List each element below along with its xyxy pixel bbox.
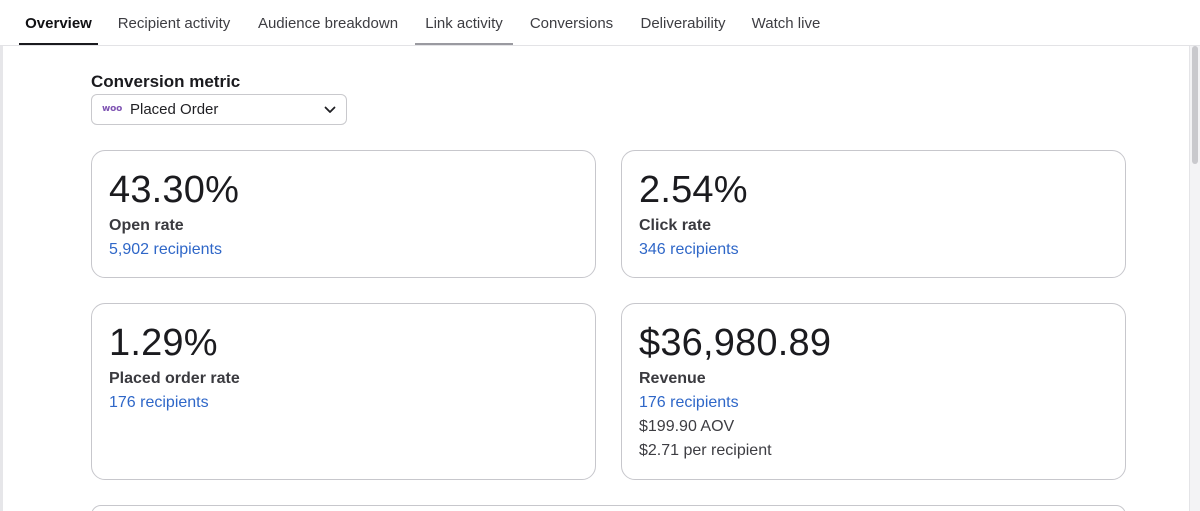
click-rate-recipients-link[interactable]: 346 recipients xyxy=(639,241,739,258)
placed-order-rate-value: 1.29% xyxy=(109,322,218,364)
open-rate-recipients-link[interactable]: 5,902 recipients xyxy=(109,241,222,258)
placed-order-recipients-link[interactable]: 176 recipients xyxy=(109,394,209,411)
page-scrollbar[interactable] xyxy=(1189,46,1200,511)
next-card-partial xyxy=(91,505,1126,511)
tab-recipient-activity[interactable]: Recipient activity xyxy=(117,15,231,32)
tab-audience-breakdown[interactable]: Audience breakdown xyxy=(257,15,399,32)
revenue-aov: $199.90 AOV xyxy=(639,418,735,435)
revenue-value: $36,980.89 xyxy=(639,322,832,364)
scrollbar-thumb[interactable] xyxy=(1192,46,1198,164)
conversion-metric-label: Conversion metric xyxy=(91,72,241,91)
placed-order-rate-card: 1.29% Placed order rate 176 recipients xyxy=(91,303,596,480)
left-edge-divider xyxy=(0,0,3,511)
tab-link-activity[interactable]: Link activity xyxy=(415,0,513,45)
tab-conversions[interactable]: Conversions xyxy=(529,15,614,32)
placed-order-rate-label: Placed order rate xyxy=(109,370,240,387)
tab-overview[interactable]: Overview xyxy=(19,0,98,45)
open-rate-card: 43.30% Open rate 5,902 recipients xyxy=(91,150,596,278)
revenue-recipients-link[interactable]: 176 recipients xyxy=(639,394,739,411)
open-rate-value: 43.30% xyxy=(109,169,240,211)
click-rate-label: Click rate xyxy=(639,217,712,234)
click-rate-value: 2.54% xyxy=(639,169,748,211)
revenue-per-recipient: $2.71 per recipient xyxy=(639,442,772,459)
report-tabs: Overview Recipient activity Audience bre… xyxy=(0,0,1200,46)
woo-logo: woo xyxy=(102,104,123,114)
open-rate-label: Open rate xyxy=(109,217,184,234)
chevron-down-icon xyxy=(324,106,336,113)
revenue-card: $36,980.89 Revenue 176 recipients $199.9… xyxy=(621,303,1126,480)
conversion-metric-selected-value: Placed Order xyxy=(130,101,219,118)
tab-watch-live[interactable]: Watch live xyxy=(751,15,821,32)
revenue-label: Revenue xyxy=(639,370,706,387)
tab-deliverability[interactable]: Deliverability xyxy=(640,15,726,32)
click-rate-card: 2.54% Click rate 346 recipients xyxy=(621,150,1126,278)
conversion-metric-select[interactable]: woo Placed Order xyxy=(91,94,347,125)
